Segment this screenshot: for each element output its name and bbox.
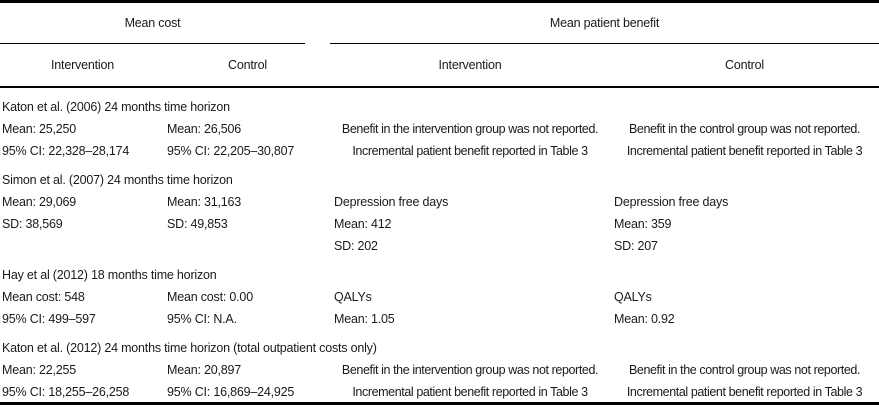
cell-line: 95% CI: 499–597 <box>2 312 96 326</box>
cell-line: Benefit in the control group was not rep… <box>628 122 861 136</box>
cell-line: Mean cost: 548 <box>2 290 85 304</box>
cell-line: Mean: 20,897 <box>167 363 242 377</box>
cell-line: 95% CI: 22,328–28,174 <box>2 144 130 158</box>
sub-header-benefit-control: Control <box>725 58 764 72</box>
table-body: Katon et al. (2006) 24 months time horiz… <box>0 88 879 403</box>
benefit-control-cell: Benefit in the control group was not rep… <box>610 359 879 403</box>
cell-line: 95% CI: 18,255–26,258 <box>2 385 130 399</box>
cell-line: SD: 49,853 <box>167 217 228 231</box>
benefit-control-cell: Depression free days Mean: 359 SD: 207 <box>610 191 879 257</box>
benefit-control-cell: QALYs Mean: 0.92 <box>610 286 879 330</box>
cell-line: 95% CI: 16,869–24,925 <box>167 385 295 399</box>
group-header-mean-cost-label: Mean cost <box>124 16 181 30</box>
group-header-gap <box>305 3 330 44</box>
cell-line: Benefit in the intervention group was no… <box>341 363 599 377</box>
cell-line: Benefit in the intervention group was no… <box>341 122 599 136</box>
cell-line: SD: 38,569 <box>2 217 63 231</box>
sub-header-cost-control: Control <box>228 58 267 72</box>
study-title: Simon et al. (2007) 24 months time horiz… <box>2 173 233 187</box>
cell-line: Mean: 0.92 <box>614 312 675 326</box>
cell-line: Mean: 25,250 <box>2 122 77 136</box>
cell-line: QALYs <box>614 290 652 304</box>
study-cells-row: Mean: 25,250 95% CI: 22,328–28,174 Mean: … <box>0 118 879 162</box>
cell-line: QALYs <box>334 290 372 304</box>
benefit-intervention-cell: Benefit in the intervention group was no… <box>330 118 610 162</box>
cell-line: Mean: 29,069 <box>2 195 77 209</box>
cell-line: SD: 207 <box>614 239 658 253</box>
cost-control-cell: Mean cost: 0.00 95% CI: N.A. <box>165 286 330 330</box>
study-title: Katon et al. (2012) 24 months time horiz… <box>2 341 377 355</box>
group-header-mean-patient-benefit-label: Mean patient benefit <box>549 16 660 30</box>
cell-line: Mean: 412 <box>334 217 392 231</box>
group-header-row: Mean cost Mean patient benefit <box>0 3 879 44</box>
study-cells-row: Mean: 29,069 SD: 38,569 Mean: 31,163 SD: 4… <box>0 191 879 257</box>
sub-header-row: Intervention Control Intervention Contro… <box>0 44 879 88</box>
cell-line: Mean: 31,163 <box>167 195 242 209</box>
cost-control-cell: Mean: 31,163 SD: 49,853 <box>165 191 330 257</box>
cell-line: Mean: 359 <box>614 217 672 231</box>
cell-line: Mean cost: 0.00 <box>167 290 253 304</box>
cell-line: Incremental patient benefit reported in … <box>626 144 863 158</box>
study-cells-row: Mean: 22,255 95% CI: 18,255–26,258 Mean: … <box>0 359 879 403</box>
cell-line: Incremental patient benefit reported in … <box>352 385 588 399</box>
benefit-intervention-cell: Depression free days Mean: 412 SD: 202 <box>330 191 610 257</box>
cell-line: SD: 202 <box>334 239 378 253</box>
cell-line: 95% CI: N.A. <box>167 312 237 326</box>
group-header-mean-patient-benefit: Mean patient benefit <box>330 3 879 44</box>
benefit-control-cell: Benefit in the control group was not rep… <box>610 118 879 162</box>
study-title: Katon et al. (2006) 24 months time horiz… <box>2 100 230 114</box>
cost-intervention-cell: Mean cost: 548 95% CI: 499–597 <box>0 286 165 330</box>
study-block: Simon et al. (2007) 24 months time horiz… <box>0 169 879 257</box>
sub-header-benefit-intervention: Intervention <box>438 58 502 72</box>
cell-line: Mean: 1.05 <box>334 312 395 326</box>
study-title: Hay et al (2012) 18 months time horizon <box>2 268 217 282</box>
cell-line: 95% CI: 22,205–30,807 <box>167 144 295 158</box>
cell-line: Depression free days <box>614 195 729 209</box>
cell-line: Mean: 22,255 <box>2 363 77 377</box>
cost-control-cell: Mean: 26,506 95% CI: 22,205–30,807 <box>165 118 330 162</box>
cell-line: Depression free days <box>334 195 449 209</box>
cost-intervention-cell: Mean: 25,250 95% CI: 22,328–28,174 <box>0 118 165 162</box>
cost-intervention-cell: Mean: 22,255 95% CI: 18,255–26,258 <box>0 359 165 403</box>
benefit-intervention-cell: QALYs Mean: 1.05 <box>330 286 610 330</box>
study-block: Katon et al. (2006) 24 months time horiz… <box>0 96 879 162</box>
group-header-mean-cost: Mean cost <box>0 3 305 44</box>
study-cells-row: Mean cost: 548 95% CI: 499–597 Mean cost:… <box>0 286 879 330</box>
cell-line: Benefit in the control group was not rep… <box>628 363 861 377</box>
cost-control-cell: Mean: 20,897 95% CI: 16,869–24,925 <box>165 359 330 403</box>
cell-line: Incremental patient benefit reported in … <box>626 385 863 399</box>
cell-line: Mean: 26,506 <box>167 122 242 136</box>
benefit-intervention-cell: Benefit in the intervention group was no… <box>330 359 610 403</box>
cell-line: Incremental patient benefit reported in … <box>352 144 588 158</box>
sub-header-cost-intervention: Intervention <box>51 58 114 72</box>
cost-intervention-cell: Mean: 29,069 SD: 38,569 <box>0 191 165 257</box>
study-block: Katon et al. (2012) 24 months time horiz… <box>0 337 879 403</box>
study-block: Hay et al (2012) 18 months time horizon … <box>0 264 879 330</box>
